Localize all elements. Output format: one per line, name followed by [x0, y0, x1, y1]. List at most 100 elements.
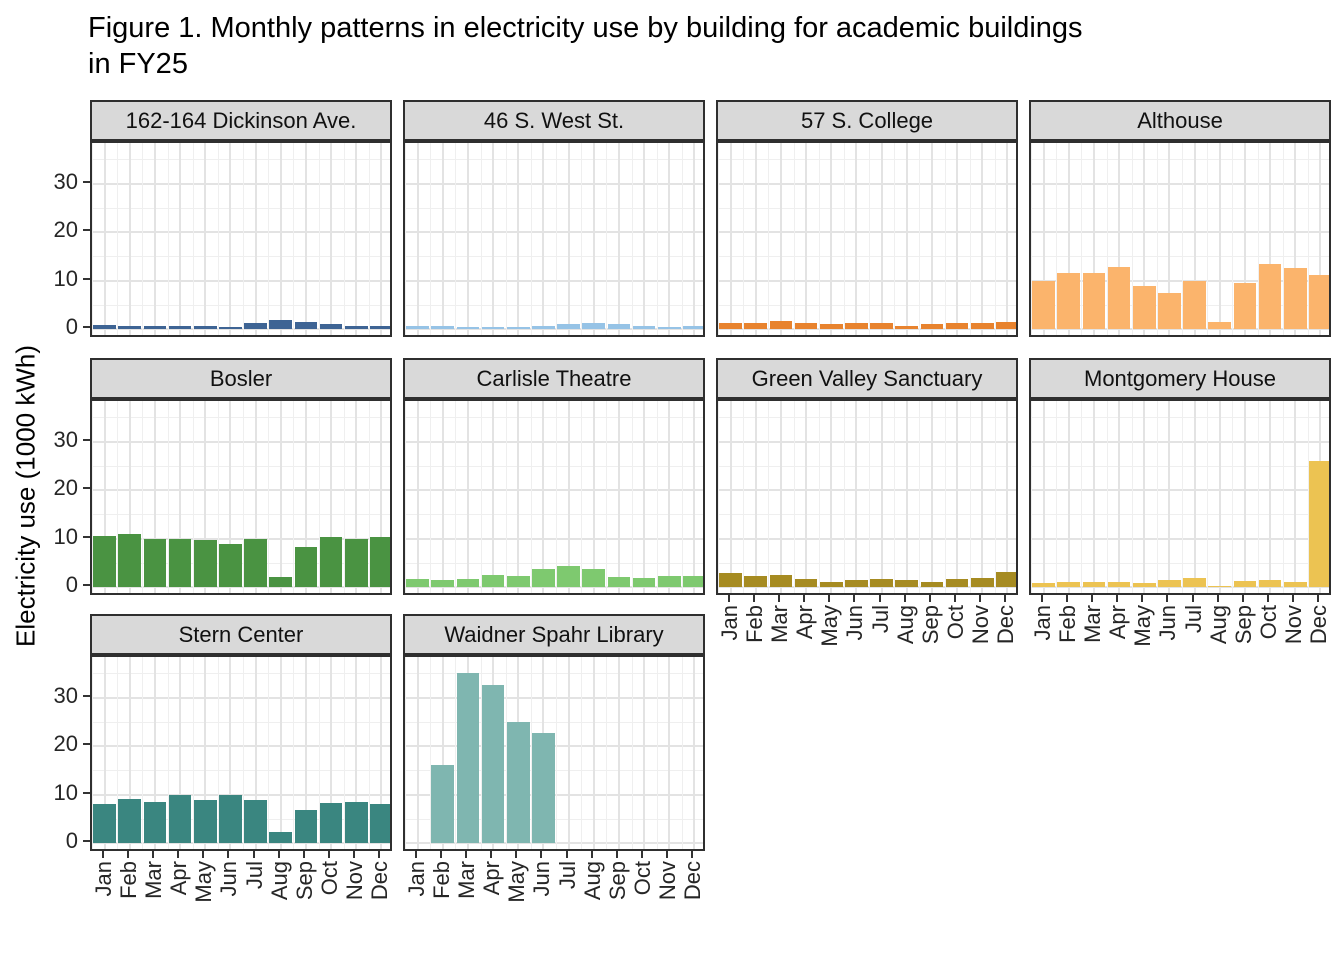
bar-may — [1132, 286, 1156, 329]
gridline-minor-v — [243, 401, 244, 593]
gridline-minor-v — [167, 143, 169, 335]
bar-aug — [269, 831, 293, 843]
gridline-minor-v — [1081, 143, 1083, 335]
bar-apr — [168, 325, 192, 329]
bar-nov — [657, 575, 681, 587]
x-axis-tick — [1166, 595, 1169, 602]
gridline-minor-v — [556, 401, 557, 593]
bar-nov — [344, 801, 368, 843]
y-axis-tick — [83, 584, 90, 586]
x-axis-tick-label: Apr — [479, 861, 505, 921]
gridline-minor-v — [217, 401, 219, 593]
gridline-major-v — [693, 143, 696, 335]
x-axis-tick-label: Nov — [1281, 605, 1306, 665]
gridline-minor-h — [405, 465, 703, 467]
gridline-major-v — [1269, 143, 1272, 335]
gridline-minor-v — [1307, 401, 1309, 593]
gridline-major-v — [254, 657, 257, 849]
gridline-minor-v — [293, 401, 295, 593]
gridline-minor-h — [92, 721, 390, 723]
month-label: Feb — [115, 861, 141, 899]
gridline-minor-h — [405, 159, 703, 161]
x-axis-tick — [1090, 595, 1093, 602]
facet-strip-label: Carlisle Theatre — [476, 365, 632, 391]
month-label: Jul — [554, 861, 580, 890]
gridline-major-v — [668, 657, 671, 849]
x-axis-tick — [903, 595, 906, 602]
month-label: Aug — [892, 605, 918, 645]
bar-sep — [294, 321, 318, 329]
gridline-major-v — [153, 143, 156, 335]
x-axis-tick — [277, 851, 280, 858]
gridline-major-v — [441, 401, 444, 593]
bar-sep — [607, 324, 631, 329]
x-axis-tick-label: Feb — [115, 861, 141, 921]
gridline-minor-h — [718, 465, 1016, 467]
gridline-major-h — [1031, 586, 1329, 588]
gridline-major-h — [405, 231, 703, 233]
gridline-minor-v — [631, 143, 633, 335]
month-label: Aug — [579, 861, 605, 901]
gridline-major-v — [204, 657, 207, 849]
bar-apr — [168, 539, 192, 587]
gridline-minor-v — [430, 657, 432, 849]
bar-aug — [895, 580, 919, 587]
gridline-major-v — [355, 401, 358, 593]
facet-green-valley-sanctuary: Green Valley Sanctuary Jan Feb Mar Apr May Jun… — [716, 358, 1018, 665]
x-axis-tick-label: Jul — [868, 605, 893, 665]
x-axis-tick — [565, 851, 568, 858]
bar-jan — [719, 572, 742, 587]
y-axis-tick-label: 30 — [53, 426, 78, 452]
facet-strip: 57 S. College — [716, 100, 1018, 141]
gridline-major-v — [466, 143, 469, 335]
month-label: Mar — [1079, 605, 1105, 643]
gridline-major-v — [1319, 143, 1322, 335]
month-label: May — [1130, 605, 1156, 647]
bar-oct — [1258, 580, 1282, 587]
gridline-major-h — [92, 793, 390, 796]
x-axis-tick-label: Mar — [767, 605, 792, 665]
y-axis-tick — [83, 535, 90, 538]
x-axis-tick-label: Dec — [680, 861, 705, 921]
x-axis-tick — [328, 851, 331, 858]
gridline-major-v — [466, 401, 469, 593]
gridline-minor-v — [1182, 143, 1183, 335]
gridline-major-v — [128, 401, 131, 593]
gridline-major-h — [405, 586, 703, 588]
figure-title-line1: Figure 1. Monthly patterns in electricit… — [88, 12, 1083, 44]
gridline-minor-h — [405, 562, 703, 564]
gridline-minor-v — [268, 401, 270, 593]
bar-mar — [1082, 273, 1106, 329]
gridline-minor-v — [243, 143, 244, 335]
bar-nov — [344, 326, 368, 329]
month-label: Apr — [479, 861, 505, 896]
bar-dec — [370, 325, 390, 329]
bar-jan — [1032, 280, 1055, 329]
gridline-major-v — [416, 143, 419, 335]
gridline-minor-v — [167, 657, 169, 849]
gridline-minor-v — [1307, 143, 1309, 335]
y-axis-tick-label: 30 — [53, 682, 78, 708]
bar-jul — [244, 322, 267, 329]
y-axis-tick — [83, 180, 90, 183]
gridline-minor-v — [455, 143, 457, 335]
month-label: Jun — [216, 861, 242, 897]
gridline-major-v — [668, 143, 671, 335]
gridline-minor-v — [1056, 143, 1058, 335]
bar-oct — [945, 323, 969, 329]
x-axis-tick — [1065, 595, 1068, 602]
gridline-minor-v — [505, 143, 507, 335]
bar-dec — [370, 536, 390, 587]
x-axis-tick-label: Sep — [292, 861, 317, 921]
gridline-minor-v — [969, 401, 971, 593]
gridline-major-h — [92, 745, 390, 747]
gridline-minor-v — [656, 401, 658, 593]
gridline-minor-v — [581, 657, 583, 849]
gridline-minor-h — [1031, 417, 1329, 419]
facet-strip-label: Waidner Spahr Library — [444, 621, 664, 647]
bar-apr — [168, 795, 192, 843]
month-label: Aug — [1205, 605, 1231, 645]
bar-feb — [1057, 273, 1081, 329]
gridline-major-v — [693, 657, 696, 849]
gridline-minor-v — [505, 401, 507, 593]
